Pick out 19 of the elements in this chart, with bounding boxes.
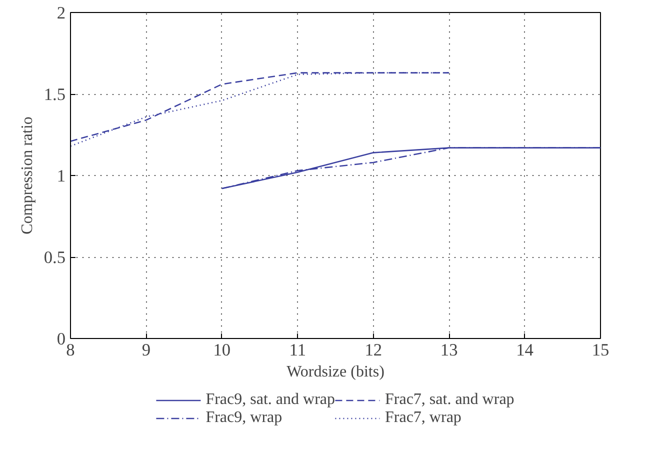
legend-label: Frac7, wrap xyxy=(385,409,462,427)
x-tick-label: 8 xyxy=(66,340,75,360)
x-tick-label: 10 xyxy=(213,340,231,360)
x-tick-label: 9 xyxy=(142,340,151,360)
x-tick-label: 12 xyxy=(364,340,382,360)
y-tick-label: 1 xyxy=(56,166,66,186)
y-tick-label: 0 xyxy=(56,330,66,348)
x-tick-label: 15 xyxy=(592,340,610,360)
y-axis-title: Compression ratio xyxy=(18,116,36,234)
x-tick-label: 13 xyxy=(440,340,458,360)
legend-label: Frac7, sat. and wrap xyxy=(385,391,514,409)
x-tick-label: 14 xyxy=(516,340,534,360)
legend-label: Frac9, sat. and wrap xyxy=(206,391,335,409)
x-tick-label: 11 xyxy=(289,340,306,360)
x-axis-title: Wordsize (bits) xyxy=(286,364,384,380)
y-tick-label: 1.5 xyxy=(44,85,66,104)
y-tick-label: 0.5 xyxy=(44,248,66,267)
y-tick-label: 2 xyxy=(56,4,66,22)
legend-label: Frac9, wrap xyxy=(206,409,282,427)
